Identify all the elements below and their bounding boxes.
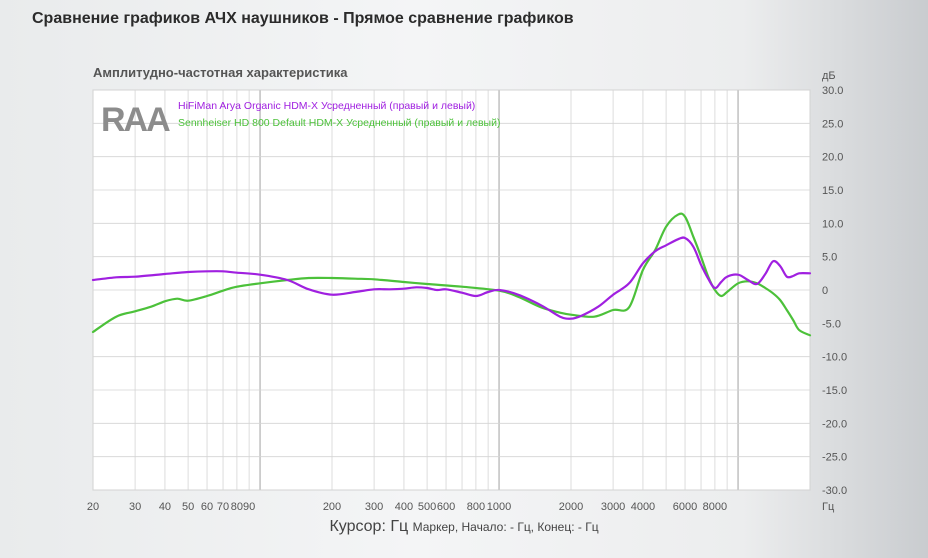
y-tick-label: -15.0 <box>822 385 847 397</box>
x-tick-label: 500 <box>418 501 436 513</box>
x-tick-label: 300 <box>365 501 383 513</box>
x-tick-label: 50 <box>182 501 194 513</box>
cursor-detail: Маркер, Начало: - Гц, Конец: - Гц <box>412 520 599 534</box>
svg-text:RAA: RAA <box>101 101 170 139</box>
x-tick-label: 3000 <box>601 501 625 513</box>
y-tick-label: 15.0 <box>822 185 843 197</box>
x-tick-label: 70 <box>217 501 229 513</box>
y-tick-label: 5.0 <box>822 252 837 264</box>
cursor-readout: Курсор: Гц Маркер, Начало: - Гц, Конец: … <box>0 518 928 536</box>
x-tick-label: 6000 <box>673 501 697 513</box>
chart-title: Амплитудно-частотная характеристика <box>93 65 348 80</box>
x-tick-label: 8000 <box>703 501 727 513</box>
y-tick-label: 25.0 <box>822 118 843 130</box>
y-tick-label: -10.0 <box>822 352 847 364</box>
x-tick-label: 30 <box>129 501 141 513</box>
x-tick-label: 60 <box>201 501 213 513</box>
x-tick-label: 4000 <box>631 501 655 513</box>
x-tick-label: 400 <box>395 501 413 513</box>
legend-series-2[interactable]: Sennheiser HD 800 Default HDM-X Усреднен… <box>178 117 500 129</box>
cursor-label: Курсор: Гц <box>329 518 409 535</box>
series-line-1[interactable] <box>91 236 812 320</box>
x-tick-label: 800 <box>467 501 485 513</box>
y-tick-label: 20.0 <box>822 152 843 164</box>
x-tick-label: 600 <box>437 501 455 513</box>
grid-lines <box>92 89 811 491</box>
y-axis-unit-label: дБ <box>822 70 836 82</box>
x-tick-label: 2000 <box>559 501 583 513</box>
x-tick-label: 1000 <box>487 501 511 513</box>
y-tick-label: -30.0 <box>822 485 847 497</box>
y-tick-label: -5.0 <box>822 318 841 330</box>
x-tick-label: 40 <box>159 501 171 513</box>
legend-series-1[interactable]: HiFiMan Arya Organic HDM-X Усредненный (… <box>178 100 475 112</box>
x-axis-ticks: 20 30 40 50 60 70 80 90 200 300 400 500 600 800 1000 20… <box>87 501 727 513</box>
x-tick-label: 200 <box>323 501 341 513</box>
x-tick-label: 20 <box>87 501 99 513</box>
x-tick-label: 90 <box>243 501 255 513</box>
y-axis-ticks: 30.0 25.0 20.0 15.0 10.0 5.0 0 -5.0 -10.0 -15.0 -2… <box>822 85 847 497</box>
raa-logo: RAA <box>101 101 172 139</box>
y-tick-label: -25.0 <box>822 452 847 464</box>
x-tick-label: 80 <box>231 501 243 513</box>
y-tick-label: -20.0 <box>822 418 847 430</box>
series-layer <box>91 212 812 337</box>
y-tick-label: 30.0 <box>822 85 843 97</box>
y-tick-label: 0 <box>822 285 828 297</box>
page-title: Сравнение графиков АЧХ наушников - Прямо… <box>32 10 574 27</box>
x-axis-unit-label: Гц <box>822 501 835 513</box>
y-tick-label: 10.0 <box>822 218 843 230</box>
